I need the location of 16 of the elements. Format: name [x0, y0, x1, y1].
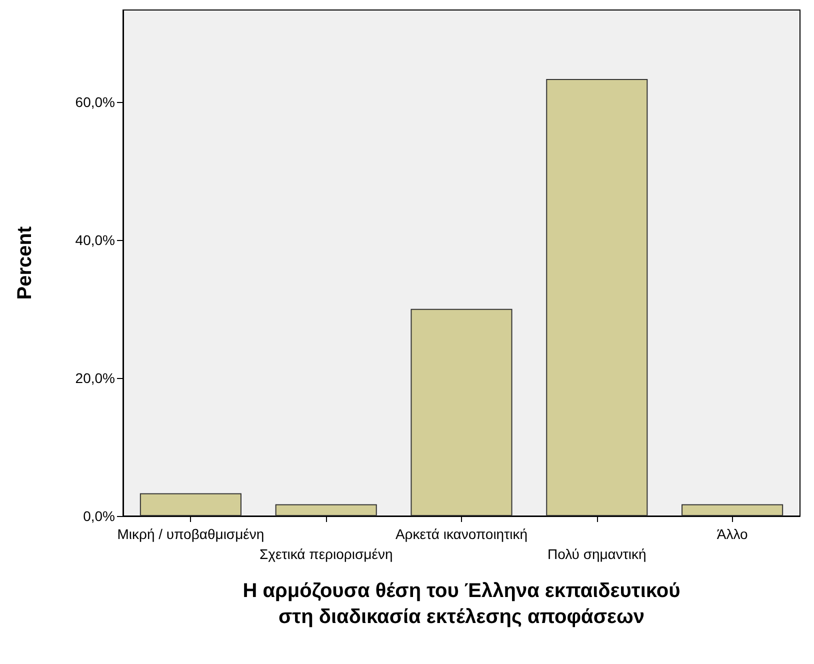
- x-tick-label: Πολύ σημαντική: [547, 546, 646, 562]
- x-tick-label: Αρκετά ικανοποιητική: [395, 526, 528, 542]
- bar: [275, 504, 377, 516]
- x-tick-label: Σχετικά περιορισμένη: [259, 546, 393, 562]
- bar: [140, 493, 242, 516]
- bar: [546, 79, 648, 516]
- bar: [410, 308, 512, 516]
- y-tick-label: 40,0%: [75, 232, 115, 248]
- y-tick-label: 0,0%: [83, 508, 115, 524]
- y-tick-label: 60,0%: [75, 94, 115, 110]
- x-tick-label: Μικρή / υποβαθμισμένη: [117, 526, 264, 542]
- x-axis-title: Η αρμόζουσα θέση του Έλληνα εκπαιδευτικού στη διαδικασία εκτέλεσης αποφάσεων: [242, 580, 680, 628]
- y-tick-label: 20,0%: [75, 370, 115, 386]
- y-axis-title: Percent: [14, 226, 36, 300]
- bar: [682, 504, 784, 516]
- x-tick-label: Άλλο: [716, 526, 748, 542]
